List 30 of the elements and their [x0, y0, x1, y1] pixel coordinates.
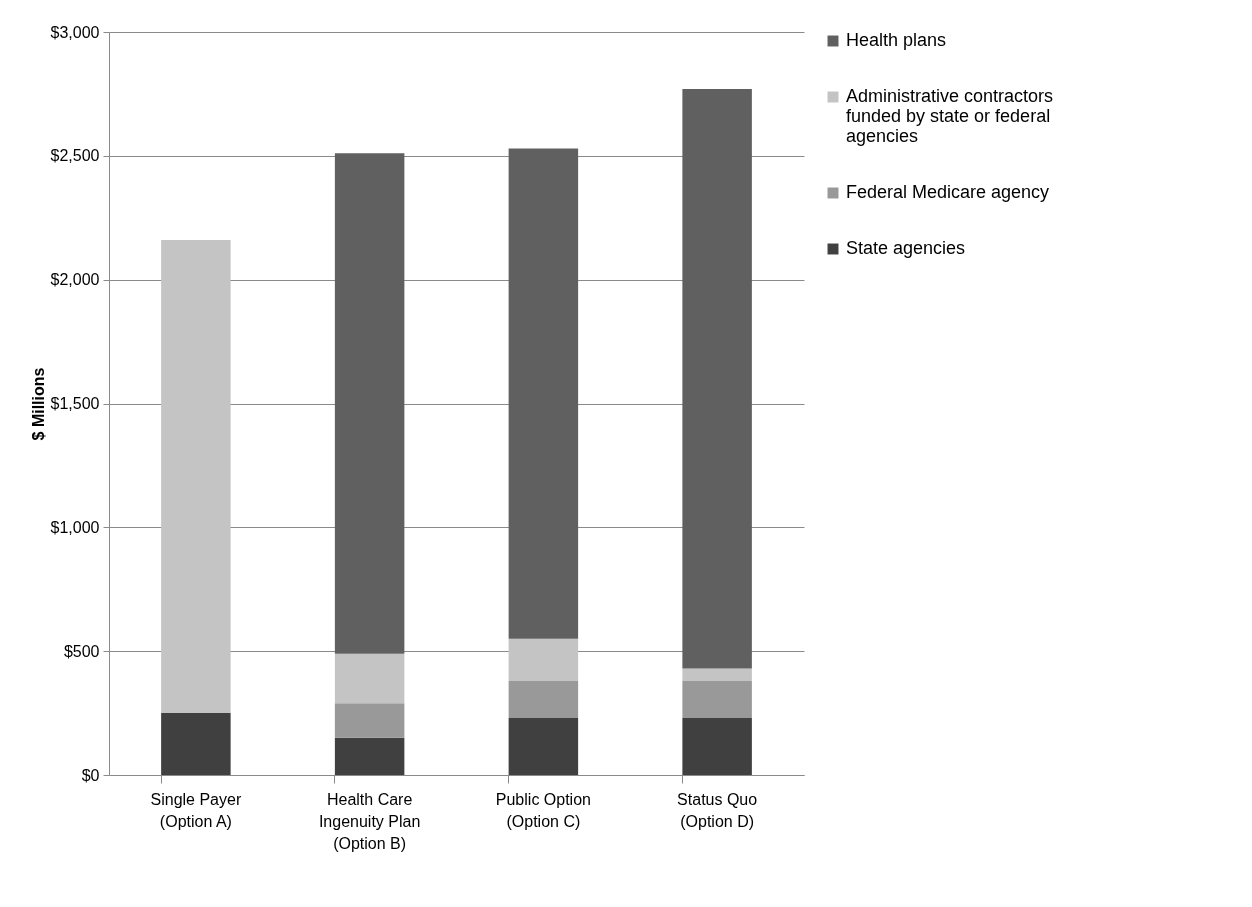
y-axis-title: $ Millions	[29, 367, 47, 441]
bar	[682, 718, 752, 775]
x-tick-label: Status Quo (Option D)	[677, 790, 758, 830]
bar	[682, 680, 752, 719]
y-tick-label: $1,000	[50, 518, 100, 536]
legend-label: Administrative contractors funded by state or federal agencies	[846, 86, 1054, 146]
legend-label: Health plans	[846, 30, 947, 50]
bar	[334, 703, 405, 738]
x-tick-label: Single Payer (Option A)	[150, 790, 242, 830]
y-tick-label: $2,000	[50, 271, 100, 289]
bar	[508, 148, 579, 639]
y-tick-label: $0	[81, 766, 100, 784]
bar	[682, 668, 752, 681]
legend-label: State agencies	[846, 238, 966, 258]
bar	[161, 713, 231, 775]
y-tick-label: $3,000	[50, 23, 100, 41]
x-tick-label: Health Care Ingenuity Plan (Option B)	[318, 790, 421, 852]
y-tick-label: $500	[63, 642, 100, 660]
y-tick-label: $2,500	[50, 147, 100, 165]
legend-label: Federal Medicare agency	[846, 182, 1050, 202]
y-tick-label: $1,500	[50, 395, 100, 412]
bar	[508, 638, 579, 681]
bar	[334, 153, 405, 654]
bar	[161, 240, 231, 714]
bar	[334, 737, 405, 775]
bar	[508, 718, 579, 775]
bar	[334, 653, 405, 704]
bar	[508, 680, 579, 719]
bar	[682, 88, 752, 669]
x-tick-label: Public Option (Option C)	[495, 790, 591, 830]
